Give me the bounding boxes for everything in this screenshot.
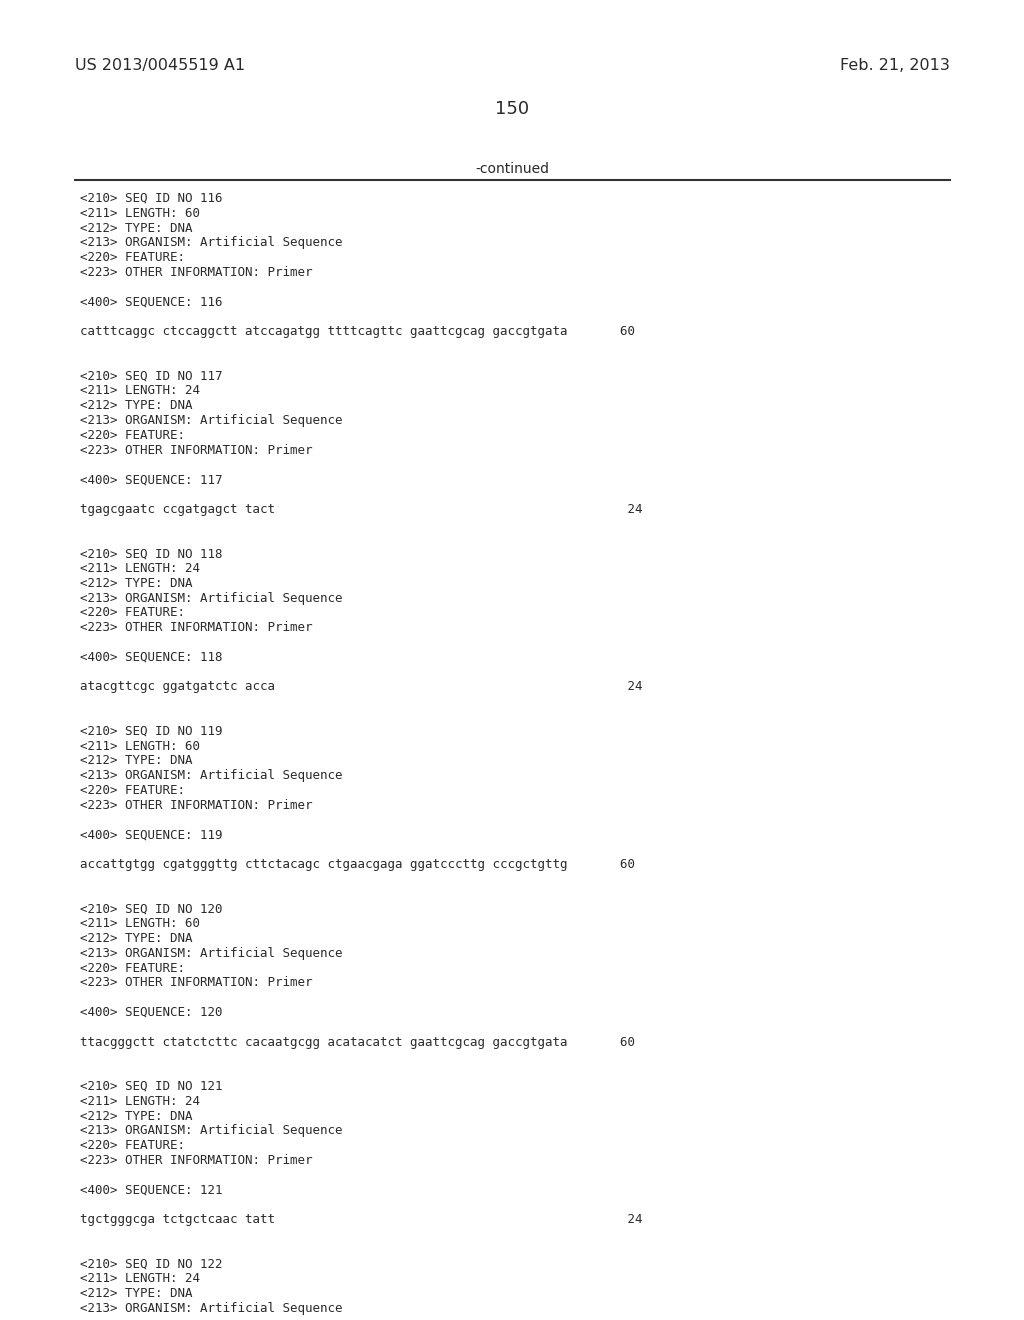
Text: <210> SEQ ID NO 116: <210> SEQ ID NO 116 (80, 191, 222, 205)
Text: <210> SEQ ID NO 122: <210> SEQ ID NO 122 (80, 1258, 222, 1271)
Text: <212> TYPE: DNA: <212> TYPE: DNA (80, 577, 193, 590)
Text: <212> TYPE: DNA: <212> TYPE: DNA (80, 1110, 193, 1122)
Text: <211> LENGTH: 24: <211> LENGTH: 24 (80, 1094, 200, 1107)
Text: Feb. 21, 2013: Feb. 21, 2013 (840, 58, 950, 73)
Text: <220> FEATURE:: <220> FEATURE: (80, 429, 185, 442)
Text: <400> SEQUENCE: 119: <400> SEQUENCE: 119 (80, 829, 222, 841)
Text: <223> OTHER INFORMATION: Primer: <223> OTHER INFORMATION: Primer (80, 622, 312, 634)
Text: <212> TYPE: DNA: <212> TYPE: DNA (80, 932, 193, 945)
Text: <211> LENGTH: 24: <211> LENGTH: 24 (80, 562, 200, 576)
Text: <210> SEQ ID NO 119: <210> SEQ ID NO 119 (80, 725, 222, 738)
Text: <210> SEQ ID NO 120: <210> SEQ ID NO 120 (80, 903, 222, 915)
Text: <220> FEATURE:: <220> FEATURE: (80, 961, 185, 974)
Text: <212> TYPE: DNA: <212> TYPE: DNA (80, 222, 193, 235)
Text: tgctgggcga tctgctcaac tatt                                               24: tgctgggcga tctgctcaac tatt 24 (80, 1213, 642, 1226)
Text: <211> LENGTH: 24: <211> LENGTH: 24 (80, 384, 200, 397)
Text: <213> ORGANISM: Artificial Sequence: <213> ORGANISM: Artificial Sequence (80, 236, 342, 249)
Text: <223> OTHER INFORMATION: Primer: <223> OTHER INFORMATION: Primer (80, 799, 312, 812)
Text: <211> LENGTH: 24: <211> LENGTH: 24 (80, 1272, 200, 1286)
Text: <220> FEATURE:: <220> FEATURE: (80, 251, 185, 264)
Text: <213> ORGANISM: Artificial Sequence: <213> ORGANISM: Artificial Sequence (80, 770, 342, 783)
Text: <212> TYPE: DNA: <212> TYPE: DNA (80, 755, 193, 767)
Text: <223> OTHER INFORMATION: Primer: <223> OTHER INFORMATION: Primer (80, 267, 312, 279)
Text: <400> SEQUENCE: 121: <400> SEQUENCE: 121 (80, 1184, 222, 1197)
Text: <211> LENGTH: 60: <211> LENGTH: 60 (80, 917, 200, 931)
Text: <213> ORGANISM: Artificial Sequence: <213> ORGANISM: Artificial Sequence (80, 414, 342, 426)
Text: 150: 150 (495, 100, 529, 117)
Text: <213> ORGANISM: Artificial Sequence: <213> ORGANISM: Artificial Sequence (80, 946, 342, 960)
Text: <400> SEQUENCE: 118: <400> SEQUENCE: 118 (80, 651, 222, 664)
Text: -continued: -continued (475, 162, 549, 176)
Text: <223> OTHER INFORMATION: Primer: <223> OTHER INFORMATION: Primer (80, 1154, 312, 1167)
Text: ttacgggctt ctatctcttc cacaatgcgg acatacatct gaattcgcag gaccgtgata       60: ttacgggctt ctatctcttc cacaatgcgg acataca… (80, 1036, 635, 1048)
Text: <220> FEATURE:: <220> FEATURE: (80, 606, 185, 619)
Text: <220> FEATURE:: <220> FEATURE: (80, 784, 185, 797)
Text: <213> ORGANISM: Artificial Sequence: <213> ORGANISM: Artificial Sequence (80, 1125, 342, 1138)
Text: <400> SEQUENCE: 120: <400> SEQUENCE: 120 (80, 1006, 222, 1019)
Text: <213> ORGANISM: Artificial Sequence: <213> ORGANISM: Artificial Sequence (80, 591, 342, 605)
Text: <223> OTHER INFORMATION: Primer: <223> OTHER INFORMATION: Primer (80, 444, 312, 457)
Text: tgagcgaatc ccgatgagct tact                                               24: tgagcgaatc ccgatgagct tact 24 (80, 503, 642, 516)
Text: <400> SEQUENCE: 116: <400> SEQUENCE: 116 (80, 296, 222, 309)
Text: atacgttcgc ggatgatctc acca                                               24: atacgttcgc ggatgatctc acca 24 (80, 680, 642, 693)
Text: <213> ORGANISM: Artificial Sequence: <213> ORGANISM: Artificial Sequence (80, 1302, 342, 1315)
Text: <210> SEQ ID NO 117: <210> SEQ ID NO 117 (80, 370, 222, 383)
Text: <220> FEATURE:: <220> FEATURE: (80, 1139, 185, 1152)
Text: <212> TYPE: DNA: <212> TYPE: DNA (80, 1287, 193, 1300)
Text: catttcaggc ctccaggctt atccagatgg ttttcagttc gaattcgcag gaccgtgata       60: catttcaggc ctccaggctt atccagatgg ttttcag… (80, 325, 635, 338)
Text: US 2013/0045519 A1: US 2013/0045519 A1 (75, 58, 245, 73)
Text: <210> SEQ ID NO 118: <210> SEQ ID NO 118 (80, 548, 222, 560)
Text: <212> TYPE: DNA: <212> TYPE: DNA (80, 399, 193, 412)
Text: <211> LENGTH: 60: <211> LENGTH: 60 (80, 739, 200, 752)
Text: <211> LENGTH: 60: <211> LENGTH: 60 (80, 207, 200, 220)
Text: <210> SEQ ID NO 121: <210> SEQ ID NO 121 (80, 1080, 222, 1093)
Text: <223> OTHER INFORMATION: Primer: <223> OTHER INFORMATION: Primer (80, 977, 312, 990)
Text: <400> SEQUENCE: 117: <400> SEQUENCE: 117 (80, 473, 222, 486)
Text: accattgtgg cgatgggttg cttctacagc ctgaacgaga ggatcccttg cccgctgttg       60: accattgtgg cgatgggttg cttctacagc ctgaacg… (80, 858, 635, 871)
